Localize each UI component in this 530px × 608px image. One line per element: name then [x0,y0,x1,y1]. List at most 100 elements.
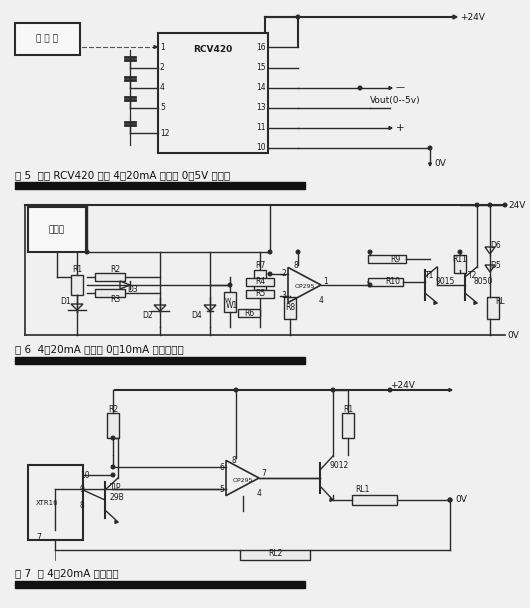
Text: W: W [225,297,231,303]
Bar [15,581,305,588]
Text: D4: D4 [192,311,202,319]
Bar [342,413,354,438]
Text: OP295: OP295 [233,477,253,483]
Circle shape [111,473,115,477]
Text: 4: 4 [319,296,324,305]
Text: R1: R1 [72,264,82,274]
Circle shape [331,388,335,392]
Text: RL: RL [495,297,505,306]
Text: D6: D6 [490,241,501,249]
Text: R5: R5 [255,289,265,297]
Bar [15,357,305,364]
Text: 图 6  4～20mA 变换为 0～10mA 的电路原理: 图 6 4～20mA 变换为 0～10mA 的电路原理 [15,344,184,354]
Circle shape [85,250,89,254]
Bar [71,275,83,295]
Text: 图 7  双 4～20mA 输出原理: 图 7 双 4～20mA 输出原理 [15,568,119,578]
Text: 10: 10 [257,143,266,153]
Circle shape [234,388,238,392]
Text: 7: 7 [36,533,41,542]
Text: 4: 4 [160,83,165,92]
Bar [352,495,397,505]
Text: 2: 2 [160,63,165,72]
Circle shape [458,250,462,254]
Text: 7: 7 [261,469,266,478]
Circle shape [488,203,492,207]
Text: R8: R8 [285,303,295,311]
Polygon shape [474,302,477,305]
Text: 8: 8 [80,500,85,510]
Bar [368,278,403,286]
Text: 图 5  利用 RCV420 构成 4～20mA 变换为 0～5V 的原理: 图 5 利用 RCV420 构成 4～20mA 变换为 0～5V 的原理 [15,170,230,180]
Text: D2: D2 [143,311,153,319]
Polygon shape [154,46,157,49]
Text: 29B: 29B [110,492,125,502]
Text: 14: 14 [257,83,266,92]
Bar [454,255,466,273]
Text: 变送器: 变送器 [49,226,65,235]
Text: 11: 11 [257,123,266,133]
Text: R4: R4 [255,277,265,286]
Bar [95,273,125,281]
Bar [254,270,266,290]
Text: 1: 1 [323,277,328,286]
Text: 13: 13 [257,103,266,112]
Bar [368,255,406,263]
Bar [487,297,499,319]
Text: RL2: RL2 [268,548,282,558]
Text: +: + [396,123,404,133]
Text: R9: R9 [390,255,400,263]
Circle shape [268,250,272,254]
Text: 9: 9 [80,486,85,494]
Text: —: — [396,83,405,92]
Text: 15: 15 [257,63,266,72]
Text: 24V: 24V [508,201,525,210]
Polygon shape [434,302,437,305]
Bar [15,182,305,189]
Bar [158,33,268,153]
Circle shape [475,203,479,207]
Text: 9015: 9015 [435,277,454,286]
Bar [238,309,260,317]
Bar [15,23,80,55]
Polygon shape [428,163,431,166]
Text: 0V: 0V [455,496,467,505]
Text: +24V: +24V [390,381,415,390]
Text: 10: 10 [80,471,90,480]
Text: 变 送 器: 变 送 器 [36,35,58,44]
Circle shape [448,498,452,502]
Polygon shape [389,126,392,130]
Polygon shape [449,389,452,392]
Circle shape [428,146,432,150]
Text: 0V: 0V [507,331,519,339]
Text: RCV420: RCV420 [193,44,233,54]
Circle shape [296,250,300,254]
Text: 12: 12 [160,128,170,137]
Text: R2: R2 [108,406,118,415]
Polygon shape [115,520,118,523]
Text: 0V: 0V [434,159,446,168]
Circle shape [268,272,272,276]
Text: D1: D1 [61,297,72,306]
Polygon shape [449,499,452,502]
Text: 5: 5 [219,485,224,494]
Text: 5: 5 [160,103,165,112]
Circle shape [368,283,372,287]
Text: T1: T1 [425,271,435,280]
Text: RL1: RL1 [355,486,369,494]
Text: +24V: +24V [460,13,485,21]
Text: 8: 8 [231,456,236,465]
Circle shape [111,436,115,440]
Text: D3: D3 [128,286,138,294]
Bar [246,278,274,286]
Text: T2: T2 [468,271,478,280]
Text: R2: R2 [110,264,120,274]
Text: D5: D5 [490,260,501,269]
Circle shape [228,283,232,287]
Bar [95,289,125,297]
Text: R3: R3 [110,294,120,303]
Circle shape [503,203,507,207]
Bar [224,292,236,312]
Text: Vout(0--5v): Vout(0--5v) [370,95,421,105]
Circle shape [388,388,392,392]
Bar [246,290,274,298]
